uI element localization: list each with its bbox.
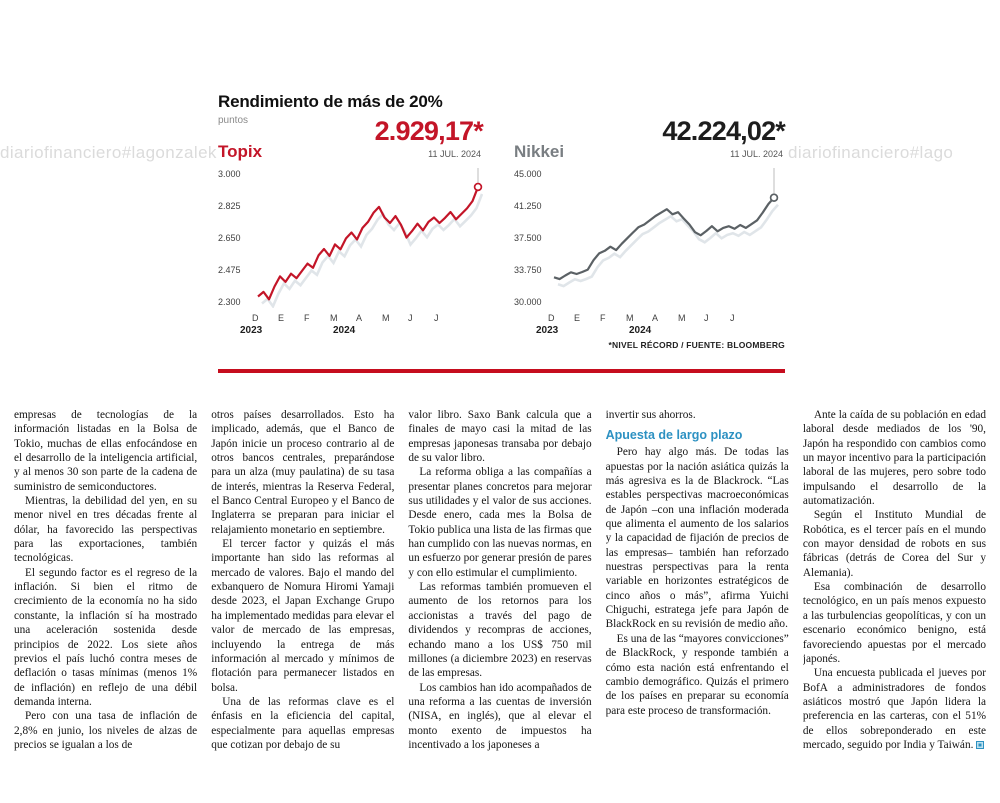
x-axis-tick: D bbox=[252, 313, 259, 323]
year-label: 2023 bbox=[536, 325, 559, 336]
article-paragraph: Mientras, la debilidad del yen, en su me… bbox=[14, 495, 198, 565]
article-paragraph: Es una de las “mayores convicciones” de … bbox=[605, 632, 789, 717]
article-column-5: Ante la caída de su población en edad la… bbox=[803, 408, 986, 803]
topix-value-date: 11 JUL. 2024 bbox=[428, 149, 481, 159]
source-note: *NIVEL RÉCORD / FUENTE: BLOOMBERG bbox=[608, 340, 785, 350]
y-axis-tick: 2.300 bbox=[218, 297, 241, 307]
y-axis-tick: 37.500 bbox=[514, 233, 542, 243]
market-chart-block: Rendimiento de más de 20% puntos 2.929,1… bbox=[218, 92, 786, 384]
watermark-left: diariofinanciero#lagonzalek bbox=[0, 143, 217, 162]
article-paragraph: Las reformas también promueven el aument… bbox=[408, 581, 592, 680]
x-axis-tick: M bbox=[330, 313, 338, 323]
x-axis-tick: D bbox=[548, 313, 555, 323]
nikkei-line-plot: 45.000 41.250 37.500 33.750 30.000 D E F M A M J J 20… bbox=[514, 166, 785, 344]
article-subheading: Apuesta de largo plazo bbox=[605, 428, 743, 443]
y-axis-tick: 2.475 bbox=[218, 265, 241, 275]
article-paragraph: otros países desarrollados. Esto ha impl… bbox=[211, 409, 395, 536]
year-label: 2023 bbox=[240, 325, 263, 336]
x-axis-tick: A bbox=[356, 313, 363, 323]
chart-units-label: puntos bbox=[218, 115, 249, 126]
topix-line bbox=[257, 186, 480, 301]
y-axis-tick: 33.750 bbox=[514, 265, 542, 275]
article-column-3: valor libro. Saxo Bank calcula que a fin… bbox=[408, 408, 591, 803]
year-label: 2024 bbox=[333, 325, 356, 336]
article-paragraph: Pero con una tasa de inflación de 2,8% e… bbox=[14, 710, 198, 751]
x-axis-tick: J bbox=[704, 313, 709, 323]
x-axis-tick: M bbox=[678, 313, 686, 323]
article-body: empresas de tecnologías de la informació… bbox=[14, 408, 986, 803]
last-value-marker bbox=[473, 182, 483, 192]
x-axis-tick: E bbox=[278, 313, 285, 323]
line-shadow bbox=[261, 193, 483, 308]
article-paragraph: La reforma obliga a las compañías a pres… bbox=[408, 466, 592, 579]
article-paragraph: Los cambios han ido acompañados de una r… bbox=[408, 681, 592, 751]
chart-title: Rendimiento de más de 20% bbox=[218, 92, 443, 111]
article-paragraph: Ante la caída de su población en edad la… bbox=[802, 409, 986, 508]
y-axis-tick: 2.825 bbox=[218, 201, 241, 211]
red-divider-rule bbox=[218, 369, 785, 373]
topix-chart: 2.929,17* Topix 11 JUL. 2024 3.000 2.825 2… bbox=[218, 116, 484, 348]
article-paragraph: invertir sus ahorros. bbox=[605, 409, 696, 421]
article-column-1: empresas de tecnologías de la informació… bbox=[14, 408, 197, 803]
x-axis-tick: J bbox=[408, 313, 413, 323]
x-axis-tick: J bbox=[730, 313, 735, 323]
article-paragraph: El tercer factor y quizás el más importa… bbox=[211, 538, 395, 694]
watermark-right: diariofinanciero#lago bbox=[788, 143, 954, 162]
article-paragraph: Una encuesta publicada el jueves por Bof… bbox=[802, 667, 986, 751]
article-paragraph: empresas de tecnologías de la informació… bbox=[14, 409, 198, 493]
nikkei-line-svg bbox=[553, 168, 779, 288]
topix-line-svg bbox=[257, 168, 483, 308]
x-axis-tick: A bbox=[652, 313, 659, 323]
nikkei-value-date: 11 JUL. 2024 bbox=[730, 149, 783, 159]
nikkei-line bbox=[553, 196, 775, 281]
article-column-4: invertir sus ahorros. Apuesta de largo pl… bbox=[606, 408, 789, 803]
nikkei-label: Nikkei bbox=[514, 142, 565, 161]
y-axis-tick: 3.000 bbox=[218, 169, 241, 179]
y-axis-tick: 41.250 bbox=[514, 201, 542, 211]
article-paragraph: Según el Instituto Mundial de Robótica, … bbox=[802, 509, 986, 579]
x-axis-tick: M bbox=[382, 313, 390, 323]
year-label: 2024 bbox=[629, 325, 652, 336]
topix-label: Topix bbox=[218, 142, 263, 161]
article-paragraph: valor libro. Saxo Bank calcula que a fin… bbox=[408, 409, 592, 465]
nikkei-chart: 42.224,02* Nikkei 11 JUL. 2024 45.000 41.… bbox=[514, 116, 786, 348]
nikkei-value: 42.224,02* bbox=[662, 116, 785, 146]
y-axis-tick: 45.000 bbox=[514, 169, 542, 179]
end-of-article-icon bbox=[976, 740, 985, 749]
article-paragraph: Pero hay algo más. De todas las apuestas… bbox=[605, 446, 789, 631]
y-axis-tick: 30.000 bbox=[514, 297, 542, 307]
y-axis-tick: 2.650 bbox=[218, 233, 241, 243]
topix-line-plot: 3.000 2.825 2.650 2.475 2.300 D E F M A M J J 2023 202… bbox=[218, 166, 483, 344]
line-shadow bbox=[557, 203, 779, 288]
x-axis-tick: F bbox=[600, 313, 606, 323]
x-axis-tick: E bbox=[574, 313, 581, 323]
last-value-marker bbox=[769, 193, 779, 202]
x-axis-tick: J bbox=[434, 313, 439, 323]
x-axis-tick: F bbox=[304, 313, 310, 323]
article-paragraph: Una de las reformas clave es el énfasis … bbox=[211, 695, 395, 751]
x-axis-tick: M bbox=[626, 313, 634, 323]
article-paragraph: Esa combinación de desarrollo tecnológic… bbox=[802, 581, 986, 665]
article-paragraph: El segundo factor es el regreso de la in… bbox=[14, 566, 198, 708]
topix-value: 2.929,17* bbox=[374, 116, 484, 146]
article-column-2: otros países desarrollados. Esto ha impl… bbox=[211, 408, 394, 803]
